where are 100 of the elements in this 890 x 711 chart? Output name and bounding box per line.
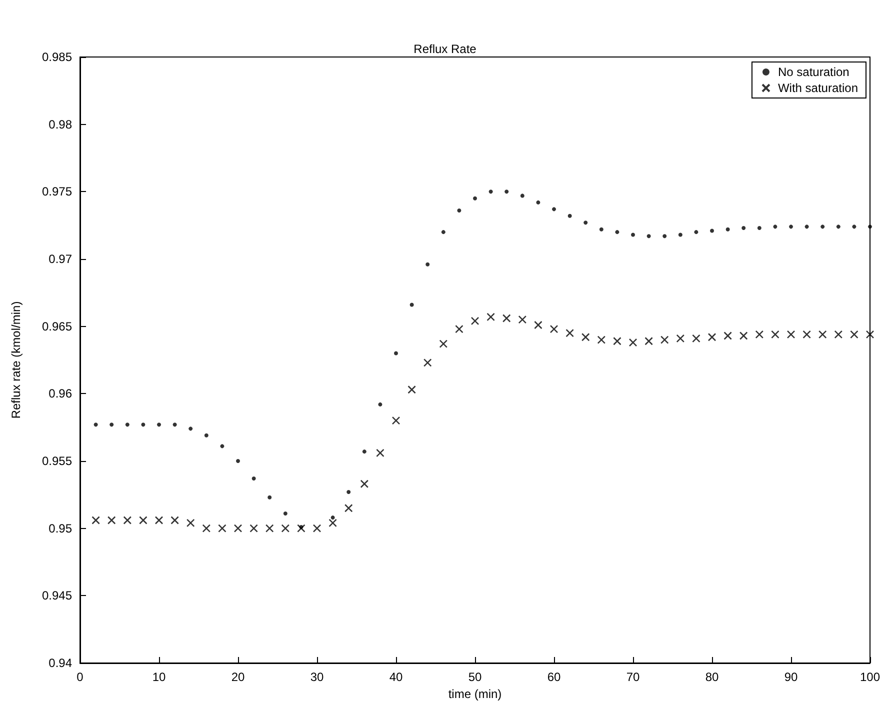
point [268,495,272,500]
point [312,524,322,532]
y-axis-title: Reflux rate (kmol/min) [9,301,23,419]
point [455,324,464,334]
point [581,332,590,342]
point [123,516,132,524]
point [439,340,448,348]
point [631,232,635,237]
point [328,518,337,528]
point [678,232,682,237]
point [408,385,416,394]
point [392,416,400,425]
point [283,512,288,516]
point [426,262,430,266]
point [154,516,164,524]
point [834,330,843,339]
point [186,518,195,528]
point [866,330,874,339]
point [139,516,148,524]
point [346,490,351,494]
x-tick-label: 10 [152,670,166,684]
point [441,230,446,234]
point [473,196,477,200]
point [739,332,748,340]
x-tick-label: 40 [389,670,403,684]
point [724,332,732,340]
y-tick-label: 0.97 [48,252,72,266]
point [141,422,146,427]
point [599,227,604,232]
point [868,224,872,229]
point [755,330,764,339]
point [520,194,524,198]
point [265,524,274,532]
point [786,330,796,339]
point [852,224,856,229]
point [376,448,384,458]
y-tick-label: 0.975 [42,184,72,199]
point [568,214,572,218]
y-tick-label: 0.985 [42,50,72,64]
y-tick-label: 0.94 [48,656,72,670]
point [170,516,179,524]
point [850,330,858,339]
point [710,228,714,233]
point [708,332,716,342]
y-tick-label: 0.96 [48,386,72,401]
point [344,504,353,512]
point [773,224,778,229]
x-tick-label: 60 [547,670,561,684]
point [660,336,669,344]
point [742,226,746,230]
point [566,328,574,338]
y-tick-label: 0.95 [48,521,72,536]
point [172,422,177,427]
point [188,426,193,431]
point [297,524,306,532]
point [362,450,366,454]
x-tick-label: 90 [784,670,798,684]
point [694,230,698,234]
point [250,524,258,532]
chart-title: Reflux Rate [414,42,477,56]
x-tick-label: 0 [76,670,84,684]
point [502,314,511,322]
point [818,330,827,339]
y-tick-label: 0.965 [42,319,72,334]
point [486,312,495,322]
point [110,422,114,427]
point [204,433,208,438]
point [628,338,638,347]
point [613,336,622,346]
point [236,459,240,463]
y-tick-label: 0.955 [42,454,72,468]
point [789,224,793,229]
point [281,524,290,532]
point [410,302,414,307]
point [550,324,558,334]
point [536,200,540,204]
point [836,224,840,229]
point [771,330,780,339]
point [218,524,226,532]
point [820,224,825,229]
point [234,524,242,532]
point [378,402,382,406]
point [646,234,651,238]
point [330,516,335,520]
point [202,524,211,532]
point [299,524,304,529]
x-tick-label: 70 [626,670,640,684]
point [394,351,398,356]
x-tick-label: 20 [231,670,245,684]
point [423,358,432,367]
point [552,207,556,212]
legend-label: No saturation [778,65,850,79]
point [504,190,509,194]
point [92,516,100,524]
point [804,224,809,229]
point [534,320,542,330]
point [584,220,588,225]
y-tick-label: 0.945 [42,588,72,603]
point [252,476,256,481]
point [597,336,606,344]
